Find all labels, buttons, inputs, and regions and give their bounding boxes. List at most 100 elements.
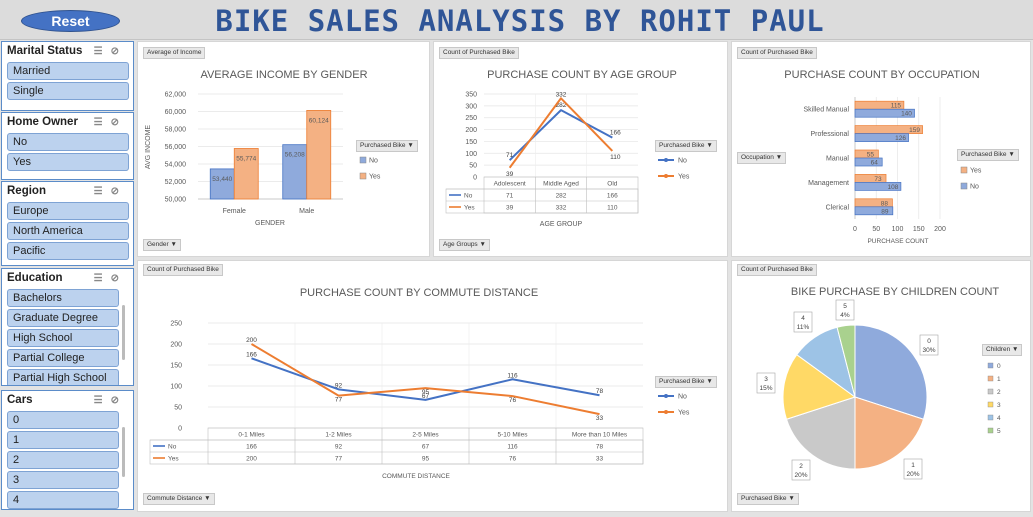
legend-label: Yes	[678, 410, 690, 417]
slicer-item-north-america[interactable]: North America	[7, 222, 129, 240]
multi-select-icon[interactable]: ☰⊘	[93, 46, 127, 57]
legend-marker	[664, 394, 668, 398]
data-label-value: 11%	[797, 324, 810, 331]
slicer-item-married[interactable]: Married	[7, 62, 129, 80]
bar-no-management	[854, 182, 902, 191]
slicer-item-partial-college[interactable]: Partial College	[7, 349, 119, 367]
multi-select-icon[interactable]: ☰⊘	[93, 273, 127, 284]
slicer-item-0[interactable]: 0	[7, 411, 119, 429]
legend-filter-button[interactable]: Children ▼	[982, 344, 1023, 356]
field-button-count-purchased[interactable]: Count of Purchased Bike	[143, 264, 223, 276]
slicer-item-yes[interactable]: Yes	[7, 153, 129, 171]
slicer-item-4[interactable]: 4	[7, 491, 119, 509]
legend-label: 5	[997, 428, 1001, 435]
slicer-title: Region	[7, 185, 46, 197]
table-cell: 166	[246, 444, 257, 451]
table-header-cell: 5-10 Miles	[498, 432, 529, 439]
y-tick-label: 62,000	[165, 92, 187, 99]
legend-filter-button[interactable]: Purchased Bike ▼	[356, 140, 418, 152]
slicer-item-pacific[interactable]: Pacific	[7, 242, 129, 260]
slicer-scrollbar[interactable]	[122, 427, 125, 477]
field-button-count-purchased[interactable]: Count of Purchased Bike	[737, 264, 817, 276]
bar-no-skilled-manual	[854, 108, 915, 118]
data-label: 200	[246, 337, 257, 344]
x-tick-label: 0	[853, 226, 857, 233]
legend-swatch	[987, 388, 994, 395]
data-label-box	[756, 372, 776, 394]
data-label: 73	[874, 176, 882, 183]
slicer-header: Cars ☰⊘	[2, 391, 133, 411]
slicer-item-3[interactable]: 3	[7, 471, 119, 489]
field-button-average-income[interactable]: Average of Income	[143, 47, 206, 59]
y-tick-label: Clerical	[826, 204, 850, 211]
multi-select-icon[interactable]: ☰⊘	[93, 117, 127, 128]
panel-income-by-gender: Average of Income Gender ▼ Purchased Bik…	[137, 41, 430, 257]
data-label-box	[791, 459, 811, 481]
multi-select-icon[interactable]: ☰⊘	[93, 186, 127, 197]
field-button-count-purchased[interactable]: Count of Purchased Bike	[737, 47, 817, 59]
dropdown-icon: ▼	[1008, 151, 1015, 158]
chart-title: BIKE PURCHASE BY CHILDREN COUNT	[791, 286, 1000, 298]
y-tick-label: 50	[174, 405, 182, 412]
data-label: 108	[887, 184, 898, 191]
data-label: 89	[881, 208, 889, 215]
x-axis-label: PURCHASE COUNT	[867, 238, 928, 245]
data-label-category: 3	[764, 376, 768, 383]
legend-marker	[664, 410, 668, 414]
slicer-item-no[interactable]: No	[7, 133, 129, 151]
filter-button-occupation[interactable]: Occupation ▼	[737, 152, 787, 164]
y-tick-label: Skilled Manual	[803, 107, 849, 114]
data-label: 78	[596, 388, 604, 395]
legend-title: Purchased Bike	[659, 378, 705, 385]
filter-button-gender[interactable]: Gender ▼	[143, 239, 181, 251]
slicer-item-partial-high-school[interactable]: Partial High School	[7, 369, 119, 385]
filter-icon: ▼	[788, 495, 795, 502]
slicer-item-europe[interactable]: Europe	[7, 202, 129, 220]
legend-label: No	[678, 394, 687, 401]
legend-filter-button[interactable]: Purchased Bike ▼	[655, 140, 717, 152]
y-tick-label: 250	[170, 321, 182, 328]
slicer-item-bachelors[interactable]: Bachelors	[7, 289, 119, 307]
table-header-cell: Middle Aged	[543, 181, 579, 188]
legend-swatch	[960, 182, 968, 190]
slicer-item-1[interactable]: 1	[7, 431, 119, 449]
legend-swatch	[960, 166, 968, 174]
legend-filter-button[interactable]: Purchased Bike ▼	[957, 149, 1019, 161]
filter-button-age-groups[interactable]: Age Groups ▼	[439, 239, 490, 251]
slicer-header: Region ☰⊘	[2, 182, 133, 202]
data-label: 126	[895, 135, 906, 142]
slicer-education: Education ☰⊘ Bachelors Graduate Degree Hi…	[1, 268, 134, 386]
table-cell: 166	[607, 193, 618, 200]
slicer-item-2[interactable]: 2	[7, 451, 119, 469]
legend-marker	[664, 158, 668, 162]
y-axis-label: AVG INCOME	[145, 125, 152, 170]
data-label: 282	[556, 102, 567, 109]
legend-label: 4	[997, 415, 1001, 422]
legend-filter-button[interactable]: Purchased Bike ▼	[655, 376, 717, 388]
filter-button-purchased-bike[interactable]: Purchased Bike ▼	[737, 493, 799, 505]
filter-button-commute-distance[interactable]: Commute Distance ▼	[143, 493, 215, 505]
slicer-item-graduate-degree[interactable]: Graduate Degree	[7, 309, 119, 327]
y-tick-label: 54,000	[165, 162, 187, 169]
slicer-item-single[interactable]: Single	[7, 82, 129, 100]
table-cell: 78	[596, 444, 604, 451]
dropdown-icon: ▼	[706, 378, 713, 385]
data-label: 39	[506, 171, 514, 178]
multi-select-icon[interactable]: ☰⊘	[93, 395, 127, 406]
filter-label: Purchased Bike	[741, 495, 787, 502]
dropdown-icon: ▼	[1012, 346, 1019, 353]
chart-title: PURCHASE COUNT BY OCCUPATION	[784, 69, 979, 81]
reset-button[interactable]: Reset	[21, 10, 120, 32]
slicer-item-high-school[interactable]: High School	[7, 329, 119, 347]
slicer-title: Home Owner	[7, 116, 78, 128]
data-label: 166	[246, 351, 257, 358]
x-tick-label: 150	[913, 226, 925, 233]
slicer-scrollbar[interactable]	[122, 305, 125, 360]
pie-slice-3	[782, 353, 857, 420]
dropdown-icon: ▼	[407, 142, 414, 149]
slicer-title: Cars	[7, 394, 33, 406]
slicer-cars: Cars ☰⊘ 0 1 2 3 4	[1, 390, 134, 510]
field-button-count-purchased[interactable]: Count of Purchased Bike	[439, 47, 519, 59]
data-label: 88	[881, 200, 889, 207]
y-tick-label: 100	[465, 151, 477, 158]
